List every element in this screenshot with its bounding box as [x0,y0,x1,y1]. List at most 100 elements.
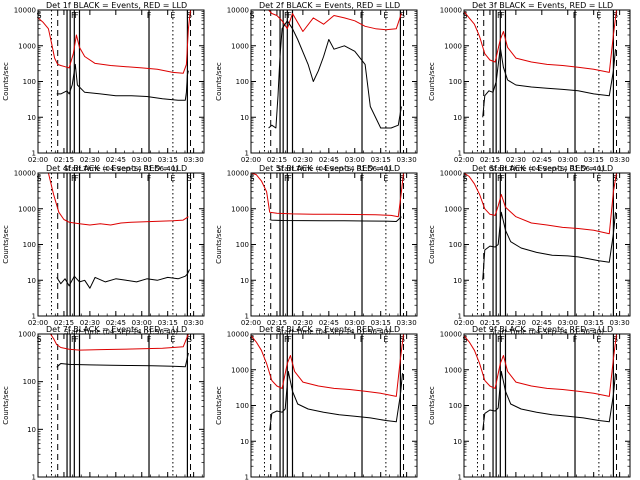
det-4f-ytick-label: 10 [27,277,36,285]
det-6f-xtick-label: 02:00 [454,319,474,327]
det-8f-ytick-label: 1000 [231,366,249,374]
det-2f-xtick-label: 02:30 [293,156,313,164]
det-2f-xtick-label: 03:15 [371,156,391,164]
det-3f-marker-label: S [462,11,467,20]
det-4f-xtick-label: 03:30 [184,319,204,327]
det-4f-marker-label: F [74,174,79,183]
det-2f-marker-label: S [249,11,254,20]
det-2f-marker-label: F [284,11,289,20]
det-4f-marker-label: F [147,174,152,183]
det-8f-marker-label: F [360,335,365,344]
det-1f-xtick-label: 02:00 [28,156,48,164]
det-3f-marker-label: E [596,11,601,20]
det-1f-marker-label: F [71,11,76,20]
det-5f-ytick-label: 1000 [231,205,249,213]
det-3f-xtick-label: 03:30 [610,156,630,164]
det-5f-frame [250,172,418,317]
det-1f-ytick-label: 100 [23,78,36,86]
det-9f-marker-label: F [573,335,578,344]
det-5f-xtick-label: 03:00 [345,319,365,327]
det-3f-ytick-label: 10 [453,114,462,122]
det-4f-xtick-label: 03:00 [132,319,152,327]
det-9f-ylabel: Counts/sec [428,386,436,425]
det-9f-ytick-label: 10 [453,438,462,446]
det-4f-marker-label: F [71,174,76,183]
det-4f-xtick-label: 02:00 [28,319,48,327]
det-1f-xtick-label: 03:30 [184,156,204,164]
det-7f-ytick-label: 1 [32,474,36,480]
det-2f-xtick-label: 02:00 [241,156,261,164]
det-6f-ytick-label: 1000 [444,205,462,213]
det-1f-ylabel: Counts/sec [2,62,10,101]
det-8f-title: Det 8f BLACK = Events, RED = LLD [259,325,400,334]
det-6f-xtick-label: 02:45 [532,319,552,327]
det-4f-marker-label: S [36,174,41,183]
det-2f-ytick-label: 1 [245,150,249,158]
det-6f-xtick-label: 03:00 [558,319,578,327]
det-9f-marker-label: S [462,335,467,344]
det-2f-marker-label: F [287,11,292,20]
det-2f-marker-label: E [383,11,388,20]
det-3f-ytick-label: 1 [458,150,462,158]
det-6f-marker-label: F [573,174,578,183]
det-1f-marker-label: F [147,11,152,20]
det-5f-events-line [269,216,402,222]
det-1f-frame [37,9,205,154]
det-3f-title: Det 3f BLACK = Events, RED = LLD [472,1,613,10]
det-3f-marker-label: F [573,11,578,20]
det-5f-ytick-label: 10 [240,277,249,285]
det-4f-ytick-label: 10000 [14,170,36,178]
det-6f-lld-line [464,173,617,235]
det-6f-marker-label: F [500,174,505,183]
det-3f-xtick-label: 03:00 [558,156,578,164]
det-7f-ytick-label: 1000 [18,331,36,339]
det-9f-frame [463,333,631,478]
det-9f-title: Det 9f BLACK = Events, RED = LLD [472,325,613,334]
det-7f-ytick-label: 10 [27,426,36,434]
det-5f-xlabel: Start Time (04-Sep-14 01:56:40) [277,328,391,336]
det-2f-ylabel: Counts/sec [215,62,223,101]
det-3f-ytick-label: 10000 [440,7,462,15]
det-9f-marker-label: F [500,335,505,344]
det-3f-ylabel: Counts/sec [428,62,436,101]
det-6f-ytick-label: 10 [453,277,462,285]
det-1f-ytick-label: 1 [32,150,36,158]
det-2f-marker-label: S [400,11,405,20]
det-2f-events-line [268,20,402,129]
det-7f-marker-label: E [170,335,175,344]
det-2f-panel: Det 2f BLACK = Events, RED = LLD 1 10 100 10… [215,1,418,173]
det-1f-marker-label: S [36,11,41,20]
det-1f-lld-line [38,10,191,74]
det-3f-xtick-label: 03:15 [584,156,604,164]
det-3f-events-line [482,46,616,118]
det-8f-ytick-label: 10 [240,438,249,446]
det-4f-xtick-label: 03:15 [158,319,178,327]
det-5f-xtick-label: 02:45 [319,319,339,327]
det-4f-panel: Det 4f BLACK = Events, RED = LLD 1 10 100 10… [2,164,205,336]
det-3f-panel: Det 3f BLACK = Events, RED = LLD 1 10 100 10… [428,1,631,173]
det-1f-ytick-label: 10 [27,114,36,122]
det-9f-ytick-label: 100 [449,402,462,410]
det-2f-xlabel: Start Time (04-Sep-14 01:56:40) [277,165,391,173]
det-1f-ytick-label: 1000 [18,42,36,50]
det-5f-xtick-label: 03:15 [371,319,391,327]
det-2f-ytick-label: 10 [240,114,249,122]
det-7f-marker-label: F [74,335,79,344]
det-1f-events-line [56,63,189,101]
det-5f-lld-line [251,173,404,218]
det-3f-xlabel: Start Time (04-Sep-14 01:56:40) [490,165,604,173]
det-5f-xtick-label: 02:00 [241,319,261,327]
det-4f-xtick-label: 02:45 [106,319,126,327]
det-2f-ytick-label: 1000 [231,42,249,50]
det-8f-marker-label: F [284,335,289,344]
det-8f-marker-label: F [287,335,292,344]
det-3f-xtick-label: 02:30 [506,156,526,164]
det-4f-xlabel: Start Time (04-Sep-14 01:56:40) [64,328,178,336]
det-5f-xtick-label: 03:30 [397,319,417,327]
det-9f-lld-line [464,334,617,397]
det-6f-frame [463,172,631,317]
det-4f-ytick-label: 1000 [18,205,36,213]
det-2f-lld-line [268,10,402,32]
det-1f-xtick-label: 02:30 [80,156,100,164]
